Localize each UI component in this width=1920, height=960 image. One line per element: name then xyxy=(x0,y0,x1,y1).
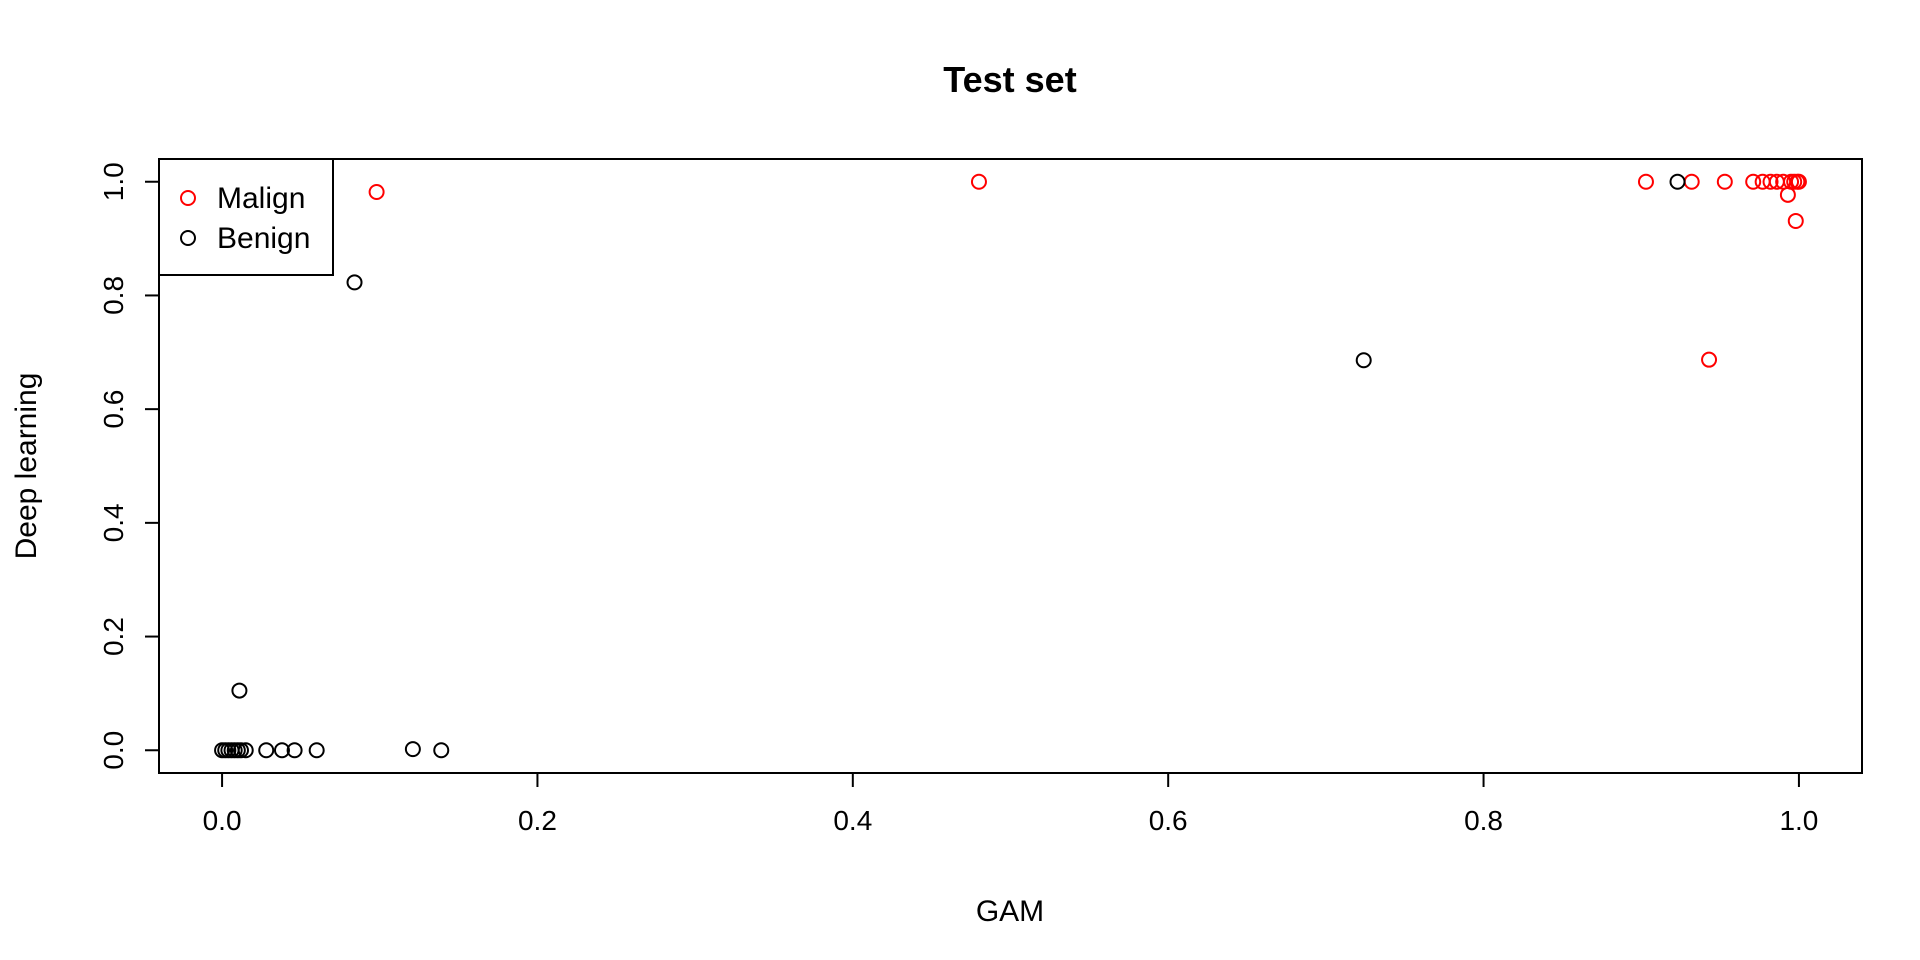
malign-point xyxy=(1745,173,1762,190)
malign-point xyxy=(1787,212,1804,229)
benign-point xyxy=(231,682,248,699)
x-tick-label: 0.4 xyxy=(833,805,872,836)
legend-marker-benign xyxy=(180,230,196,246)
malign-point xyxy=(368,183,385,200)
malign-point xyxy=(1716,173,1733,190)
malign-point xyxy=(970,173,987,190)
y-axis-label: Deep learning xyxy=(10,373,43,560)
y-tick-label: 0.6 xyxy=(98,390,129,429)
y-tick-label: 0.0 xyxy=(98,731,129,770)
benign-point xyxy=(1669,173,1686,190)
y-tick-label: 0.4 xyxy=(98,503,129,542)
legend-marker-malign xyxy=(180,190,196,206)
benign-point xyxy=(286,742,303,759)
malign-point xyxy=(1637,173,1654,190)
benign-point xyxy=(346,274,363,291)
benign-point xyxy=(404,741,421,758)
y-axis: 0.0 0.2 0.4 0.6 0.8 1.0 xyxy=(98,162,160,770)
legend-label-benign: Benign xyxy=(217,222,310,255)
benign-point xyxy=(232,742,249,759)
malign-point xyxy=(1762,173,1779,190)
malign-point xyxy=(1683,173,1700,190)
malign-point xyxy=(1779,186,1796,203)
x-axis: 0.0 0.2 0.4 0.6 0.8 1.0 xyxy=(203,772,1818,836)
x-axis-label: GAM xyxy=(976,895,1044,928)
benign-point xyxy=(433,742,450,759)
plot-frame xyxy=(158,158,1863,774)
x-tick-label: 0.8 xyxy=(1464,805,1503,836)
data-points xyxy=(214,173,1807,759)
y-tick-label: 0.8 xyxy=(98,276,129,315)
benign-point xyxy=(1355,352,1372,369)
y-tick-label: 0.2 xyxy=(98,617,129,656)
benign-point xyxy=(258,742,275,759)
chart-title: Test set xyxy=(943,59,1076,100)
benign-point xyxy=(308,742,325,759)
x-tick-label: 0.2 xyxy=(518,805,557,836)
x-tick-label: 1.0 xyxy=(1779,805,1818,836)
x-tick-label: 0.6 xyxy=(1149,805,1188,836)
benign-point xyxy=(237,742,254,759)
x-tick-label: 0.0 xyxy=(203,805,242,836)
legend-label-malign: Malign xyxy=(217,182,305,215)
malign-point xyxy=(1790,173,1807,190)
malign-point xyxy=(1701,351,1718,368)
y-tick-label: 1.0 xyxy=(98,162,129,201)
benign-point xyxy=(273,742,290,759)
legend-box xyxy=(158,158,334,276)
legend: Malign Benign xyxy=(158,158,334,276)
